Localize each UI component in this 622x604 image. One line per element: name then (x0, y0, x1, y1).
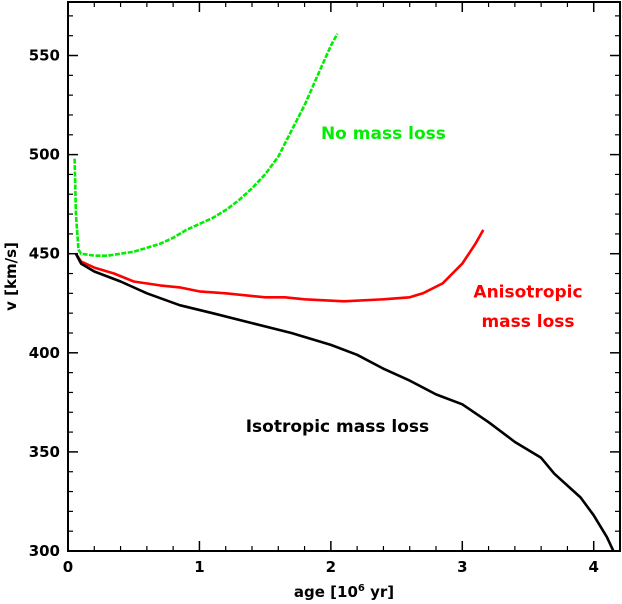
series-line-no-mass-loss (73, 33, 339, 257)
plot-frame (67, 1, 621, 552)
series-line-isotropic-mass-loss (74, 253, 615, 551)
plot-area: 0 1 2 3 4 300 350 400 450 500 550 No mass loss Aniso… (29, 2, 621, 576)
annotation-label: Anisotropic (473, 282, 582, 302)
x-axis-label: age [106 yr] (294, 583, 394, 601)
y-tick-label: 400 (29, 344, 60, 362)
y-axis-label: v [km/s] (2, 242, 20, 311)
y-tick-label: 450 (29, 245, 60, 263)
y-tick-label: 550 (29, 47, 60, 65)
x-axis-label-exponent: 6 (358, 583, 365, 594)
y-tick-label: 500 (29, 146, 60, 164)
x-axis-label-tail: yr] (365, 583, 394, 601)
series-line-anisotropic-mass-loss (74, 229, 485, 303)
x-axis-label-main: age [10 (294, 583, 358, 601)
x-tick-label: 0 (63, 558, 73, 576)
x-tick-label: 4 (588, 558, 598, 576)
x-tick-label: 3 (457, 558, 467, 576)
annotation-label: Isotropic mass loss (246, 417, 429, 437)
x-tick-label: 1 (194, 558, 204, 576)
y-tick-label: 300 (29, 542, 60, 560)
x-tick-label: 2 (326, 558, 336, 576)
annotation-label: mass loss (481, 312, 574, 332)
annotation-label: No mass loss (321, 124, 446, 144)
y-tick-label: 350 (29, 443, 60, 461)
